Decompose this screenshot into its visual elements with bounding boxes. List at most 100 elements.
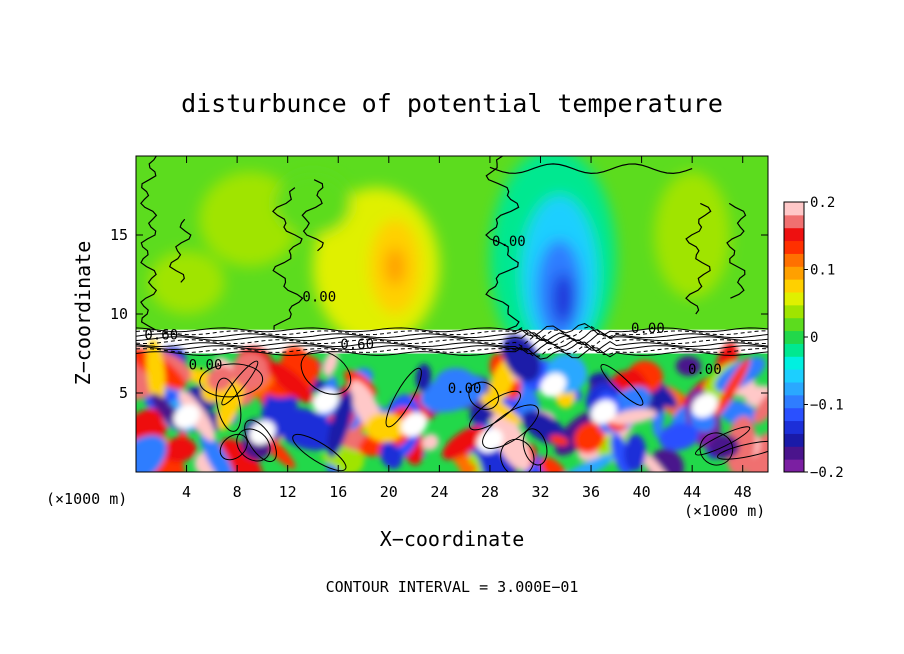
contour-line-zero bbox=[168, 218, 192, 283]
eddy-blob bbox=[469, 403, 495, 424]
contour-lines bbox=[136, 156, 768, 472]
colorbar-tick-label: 0.2 bbox=[810, 195, 835, 211]
eddy-blob bbox=[334, 445, 365, 472]
eddy-blob bbox=[459, 463, 477, 472]
contour-line-zero bbox=[685, 202, 712, 315]
y-axis-label: Z−coordinate bbox=[71, 241, 95, 386]
field-blob bbox=[199, 171, 301, 267]
eddy-blob bbox=[327, 390, 353, 458]
contour-line-eddy bbox=[244, 419, 277, 463]
y-tick-label: 15 bbox=[110, 226, 128, 244]
contour-label: 0.00 bbox=[688, 362, 722, 378]
eddy-blob bbox=[715, 357, 750, 417]
colorbar-swatch bbox=[784, 266, 804, 280]
eddy-blob bbox=[574, 422, 606, 454]
contour-line-zero bbox=[301, 179, 324, 252]
eddy-blob bbox=[610, 408, 657, 425]
contour-line-eddy bbox=[292, 433, 347, 472]
contour-line-stable bbox=[136, 347, 768, 360]
saturated-eddy bbox=[312, 388, 339, 413]
contour-line-zero bbox=[272, 187, 304, 330]
colorbar-swatch bbox=[784, 202, 804, 216]
contour-label: 0.60 bbox=[340, 337, 374, 353]
contour-line-eddy bbox=[199, 363, 264, 398]
colorbar-swatch bbox=[784, 343, 804, 357]
colorbar-swatch bbox=[784, 394, 804, 409]
contour-line-eddy bbox=[468, 381, 500, 410]
contour-line-stable bbox=[136, 323, 768, 337]
eddy-blob bbox=[648, 391, 667, 416]
colorbar-tick-label: 0 bbox=[810, 330, 818, 346]
contour-line-zero bbox=[485, 156, 520, 331]
colorbar-swatch bbox=[784, 304, 804, 319]
contour-line-eddy bbox=[219, 433, 248, 461]
colorbar-swatch bbox=[784, 446, 804, 460]
contour-line-eddy bbox=[600, 364, 644, 406]
y-axis-ticks: 5 10 15 bbox=[110, 226, 768, 402]
eddy-blob bbox=[200, 430, 236, 472]
eddy-blob bbox=[267, 361, 314, 403]
colorbar-swatch bbox=[784, 317, 804, 332]
x-tick-label: 48 bbox=[734, 483, 752, 501]
contour-line-eddy bbox=[300, 350, 352, 395]
eddy-blob bbox=[232, 352, 270, 390]
colorbar-swatch bbox=[784, 420, 804, 434]
contour-interval-note: CONTOUR INTERVAL = 3.000E−01 bbox=[326, 578, 579, 596]
eddy-blob bbox=[658, 422, 700, 451]
contour-line-stable bbox=[136, 325, 768, 340]
contour-line-zero bbox=[489, 163, 693, 174]
eddy-blob bbox=[207, 365, 234, 391]
contour-label: 0.00 bbox=[189, 357, 223, 373]
eddy-blob bbox=[420, 373, 487, 413]
contour-line-eddy bbox=[482, 404, 540, 449]
contour-label: 0.00 bbox=[302, 289, 336, 305]
contour-line-zero bbox=[726, 202, 747, 299]
colorbar-tick-label: −0.2 bbox=[810, 465, 844, 481]
saturated-eddy bbox=[540, 373, 567, 398]
cold-anomaly-peak bbox=[553, 272, 574, 324]
eddy-blob bbox=[219, 438, 264, 472]
eddy-blob bbox=[753, 389, 768, 424]
colorbar-swatch bbox=[784, 459, 804, 473]
colorbar-swatch bbox=[784, 279, 804, 293]
saturated-eddy bbox=[173, 404, 200, 429]
saturated-eddy bbox=[401, 412, 428, 437]
contour-line-eddy bbox=[221, 360, 259, 406]
x-tick-label: 20 bbox=[380, 483, 398, 501]
x-tick-label: 12 bbox=[279, 483, 297, 501]
colorbar-swatch bbox=[784, 253, 804, 267]
x-axis-label: X−coordinate bbox=[380, 527, 525, 551]
eddy-blob bbox=[379, 441, 403, 469]
x-unit-left: (×1000 m) bbox=[46, 490, 127, 508]
contour-line-eddy bbox=[500, 438, 535, 472]
upper-layer-anomalies bbox=[148, 156, 731, 370]
contour-line-stable bbox=[136, 341, 768, 355]
eddy-blob bbox=[587, 372, 608, 384]
contour-line-stable bbox=[136, 332, 768, 346]
colorbar-tick-label: −0.1 bbox=[810, 398, 844, 414]
eddy-blob bbox=[549, 434, 569, 446]
colorbar-swatch bbox=[784, 369, 804, 383]
colorbar-swatch bbox=[784, 433, 804, 447]
eddy-blob bbox=[646, 448, 684, 472]
eddy-blob bbox=[415, 363, 432, 392]
warm-anomaly-peak bbox=[385, 247, 406, 286]
eddy-blob bbox=[136, 406, 174, 451]
contour-line-zero bbox=[140, 156, 158, 331]
contour-label: 0.00 bbox=[492, 234, 526, 250]
contour-label: 0.00 bbox=[631, 321, 665, 337]
y-tick-label: 5 bbox=[119, 384, 128, 402]
contour-label: 0.00 bbox=[448, 381, 482, 397]
colorbar-swatch bbox=[784, 214, 804, 229]
colorbar-ticks: 0.2 0.1 0 −0.1 −0.2 bbox=[804, 195, 844, 481]
saturated-eddy bbox=[476, 428, 503, 453]
saturated-eddy bbox=[249, 420, 276, 445]
x-tick-label: 8 bbox=[233, 483, 242, 501]
field-blob bbox=[148, 250, 225, 314]
x-tick-label: 16 bbox=[329, 483, 347, 501]
eddy-blob bbox=[469, 452, 484, 472]
x-axis-ticks: 4 8 12 16 20 24 28 32 36 40 44 48 bbox=[182, 156, 752, 501]
x-tick-label: 32 bbox=[531, 483, 549, 501]
y-tick-label: 10 bbox=[110, 305, 128, 323]
contour-line-eddy bbox=[236, 428, 271, 462]
